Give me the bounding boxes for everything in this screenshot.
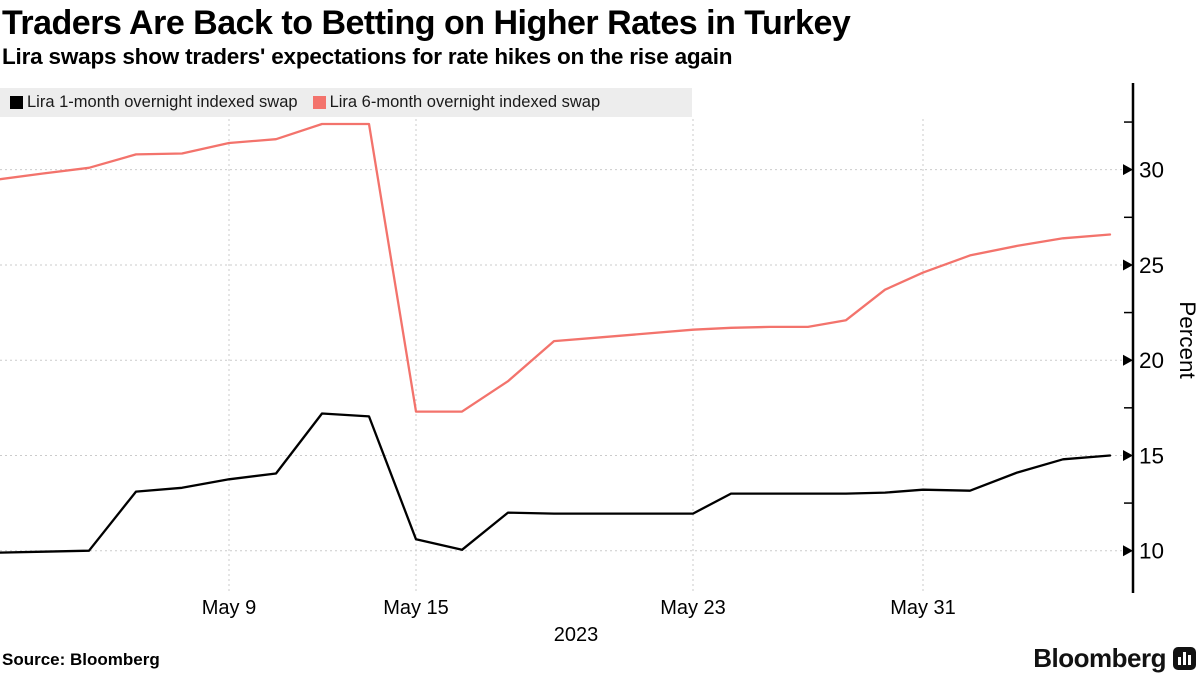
legend-swatch-1m — [10, 96, 23, 109]
source-note: Source: Bloomberg — [2, 650, 160, 669]
legend-swatch-6m — [312, 96, 326, 109]
y-axis-label-percent: Percent — [1175, 301, 1200, 379]
y-major-tick — [1123, 449, 1133, 461]
y-tick-label: 10 — [1139, 539, 1164, 564]
x-tick-label: May 9 — [202, 597, 256, 619]
series-line-1m — [0, 412, 1112, 554]
y-major-tick — [1123, 545, 1133, 557]
legend-label-1m: Lira 1-month overnight indexed swap — [27, 93, 298, 111]
legend-item-1m: Lira 1-month overnight indexed swap — [10, 93, 298, 112]
bloomberg-logo-icon — [1173, 647, 1196, 670]
y-major-tick — [1123, 259, 1133, 271]
x-tick-label: May 31 — [890, 597, 956, 619]
x-axis-year-label: 2023 — [554, 624, 599, 646]
y-tick-label: 20 — [1139, 348, 1164, 373]
x-tick-label: May 15 — [383, 597, 449, 619]
legend: Lira 1-month overnight indexed swap Lira… — [0, 88, 692, 117]
legend-label-6m: Lira 6-month overnight indexed swap — [329, 93, 601, 111]
bloomberg-logo: Bloomberg — [1033, 643, 1196, 674]
page-subtitle: Lira swaps show traders' expectations fo… — [2, 44, 733, 69]
page-title: Traders Are Back to Betting on Higher Ra… — [2, 4, 851, 42]
y-major-tick — [1123, 164, 1133, 176]
x-tick-label: May 23 — [660, 597, 726, 619]
series-line-6m — [0, 122, 1112, 413]
y-major-tick — [1123, 354, 1133, 366]
y-tick-label: 25 — [1139, 253, 1164, 278]
legend-item-6m: Lira 6-month overnight indexed swap — [312, 93, 601, 112]
y-tick-label: 15 — [1139, 443, 1164, 468]
y-tick-label: 30 — [1139, 158, 1164, 183]
bloomberg-logo-text: Bloomberg — [1033, 643, 1166, 673]
